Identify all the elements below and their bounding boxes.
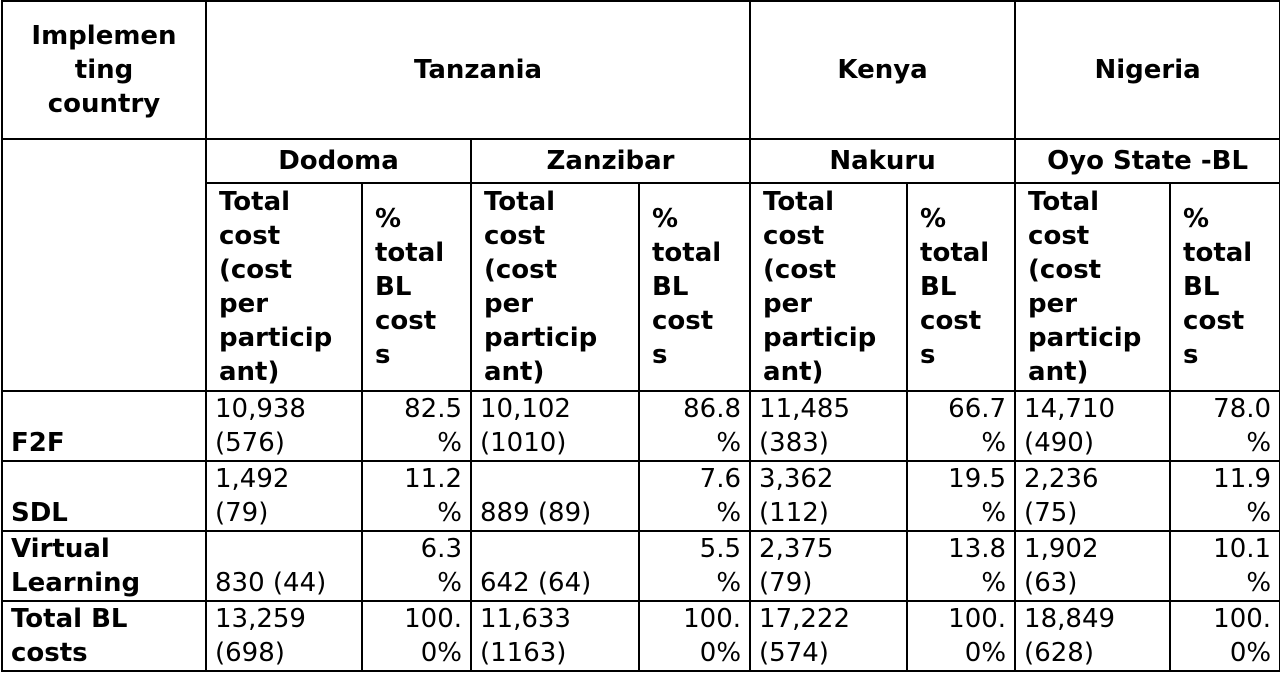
cell-total: 14,710 (490) [1014,390,1172,462]
site-dodoma: Dodoma [205,138,472,184]
cell-pct: 100. 0% [1169,600,1280,672]
cell-pct: 19.5 % [906,460,1017,532]
metric-pct-total: % total BL cost s [906,182,1017,392]
cell-pct: 13.8 % [906,530,1017,602]
cell-pct: 82.5 % [361,390,472,462]
cell-total: 2,375 (79) [749,530,909,602]
cell-total: 889 (89) [470,460,640,532]
cell-total: 1,902 (63) [1014,530,1172,602]
cell-total: 11,633 (1163) [470,600,640,672]
cell-pct: 5.5 % [637,530,752,602]
site-header-row: Dodoma Zanzibar Nakuru Oyo State -BL [1,138,1280,392]
cell-pct: 66.7 % [906,390,1017,462]
cell-total: 642 (64) [470,530,640,602]
metric-pct-total: % total BL cost s [637,182,752,392]
cell-total: 2,236 (75) [1014,460,1172,532]
row-label: Virtual Learning [1,530,207,602]
cell-total: 3,362 (112) [749,460,909,532]
country-tanzania: Tanzania [204,0,752,140]
cell-pct: 11.2 % [361,460,472,532]
row-label: SDL [1,460,207,532]
cell-total: 10,938 (576) [205,390,363,462]
table-row-f2f: F2F 10,938 (576) 82.5 % 10,102 (1010) 86… [1,390,1280,462]
cell-pct: 7.6 % [637,460,752,532]
cell-total: 13,259 (698) [205,600,363,672]
row-label: Total BL costs [1,600,207,672]
site-zanzibar: Zanzibar [469,138,752,184]
table-row-virtual-learning: Virtual Learning 830 (44) 6.3 % 642 (64)… [1,530,1280,602]
cell-pct: 100. 0% [637,600,752,672]
cell-total: 18,849 (628) [1014,600,1172,672]
row-label: F2F [1,390,207,462]
country-nigeria: Nigeria [1014,0,1280,140]
country-kenya: Kenya [749,0,1017,140]
cell-total: 17,222 (574) [749,600,909,672]
metric-total-cost: Total cost (cost per particip ant) [749,182,909,392]
metric-total-cost: Total cost (cost per particip ant) [470,182,640,392]
blank-header-cell [1,138,207,392]
cell-pct: 11.9 % [1169,460,1280,532]
cell-pct: 100. 0% [906,600,1017,672]
cell-pct: 78.0 % [1169,390,1280,462]
metric-pct-total: % total BL cost s [1169,182,1280,392]
site-nakuru: Nakuru [749,138,1017,184]
cell-pct: 10.1 % [1169,530,1280,602]
table-row-total-bl-costs: Total BL costs 13,259 (698) 100. 0% 11,6… [1,600,1280,672]
table-row-sdl: SDL 1,492 (79) 11.2 % 889 (89) 7.6 % 3,3… [1,460,1280,532]
metric-pct-total: % total BL cost s [361,182,472,392]
site-oyo-state: Oyo State -BL [1014,138,1280,184]
corner-label: Implemen ting country [1,0,207,140]
cell-pct: 86.8 % [637,390,752,462]
metric-total-cost: Total cost (cost per particip ant) [205,182,363,392]
cell-pct: 6.3 % [361,530,472,602]
country-header-row: Implemen ting country Tanzania Kenya Nig… [1,0,1280,140]
cell-pct: 100. 0% [361,600,472,672]
metric-total-cost: Total cost (cost per particip ant) [1014,182,1172,392]
cell-total: 11,485 (383) [749,390,909,462]
cell-total: 10,102 (1010) [470,390,640,462]
cell-total: 830 (44) [205,530,363,602]
cell-total: 1,492 (79) [205,460,363,532]
metric-header-row: Total cost (cost per particip ant) % tot… [2,182,1280,392]
